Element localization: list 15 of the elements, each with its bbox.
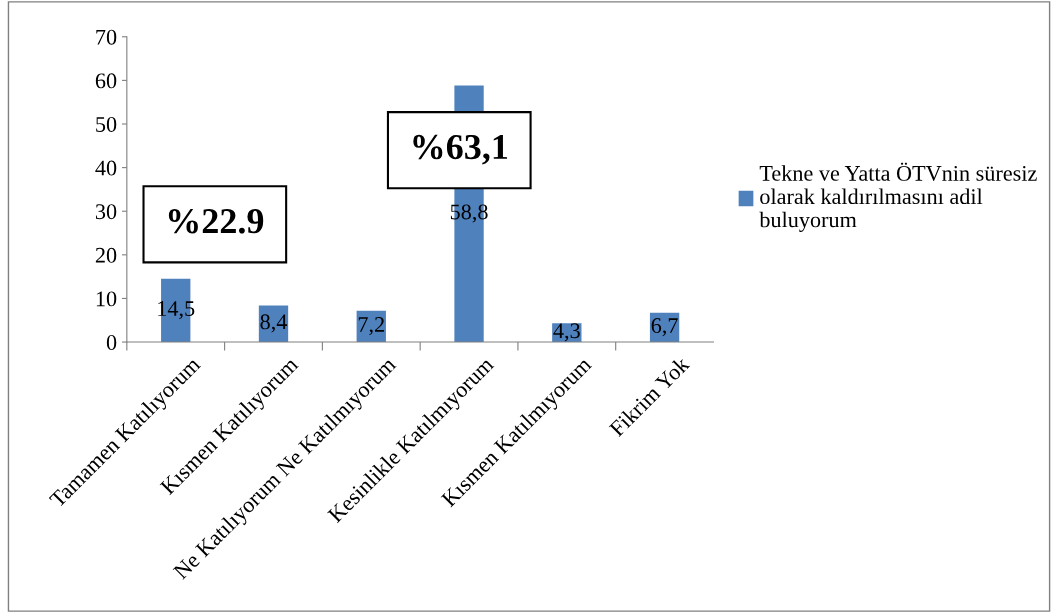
y-tick-label: 40 [95, 160, 117, 176]
data-label: 4,3 [553, 323, 580, 342]
data-label: 6,7 [651, 318, 678, 337]
data-label: 7,2 [358, 316, 384, 336]
y-tick-label: 50 [96, 116, 117, 132]
y-tick-label: 30 [95, 204, 117, 220]
y-tick-label: 10 [96, 291, 117, 307]
y-tick-label: 60 [95, 73, 117, 89]
annotation: %22.9 [168, 208, 264, 234]
legend-label: Tekne ve Yatta ÖTVnin süresiz olarak kaldırılmasını adil buluyorum [759, 162, 1037, 232]
data-label: 8,4 [260, 314, 288, 333]
y-tick-label: 70 [96, 29, 117, 45]
y-tick-label: 20 [95, 247, 117, 263]
annotation: %63,1 [413, 134, 508, 165]
y-tick-label: 0 [106, 334, 117, 350]
